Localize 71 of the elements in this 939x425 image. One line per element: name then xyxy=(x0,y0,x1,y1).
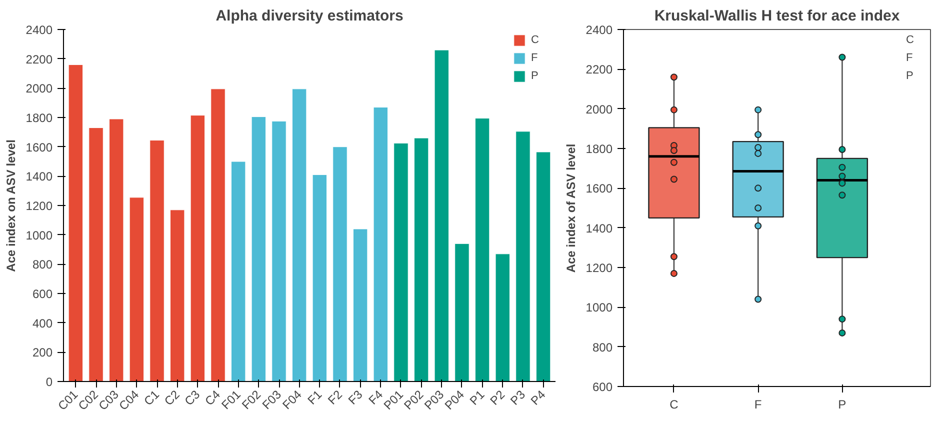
y-tick-label: 800 xyxy=(592,340,613,354)
y-tick-label: 600 xyxy=(592,380,613,394)
y-tick-label: 0 xyxy=(46,375,53,389)
y-tick-label: 1200 xyxy=(26,199,53,213)
bar xyxy=(516,131,530,382)
bar xyxy=(434,50,450,382)
bar xyxy=(292,88,307,382)
y-tick-label: 1600 xyxy=(586,182,613,196)
y-tick-label: 800 xyxy=(32,258,53,272)
bar xyxy=(150,140,164,382)
x-tick-label: P xyxy=(838,398,846,412)
bar xyxy=(414,138,429,382)
y-tick-label: 1400 xyxy=(586,221,613,236)
bar xyxy=(373,106,388,382)
y-tick-label: 2000 xyxy=(26,82,53,96)
chart-title: Alpha diversity estimators xyxy=(216,8,404,24)
x-tick-label: P3 xyxy=(508,387,528,408)
y-axis-title: Ace index on ASV level xyxy=(4,140,18,272)
y-tick-label: 1200 xyxy=(586,261,613,275)
y-tick-label: 1000 xyxy=(26,228,53,242)
bar xyxy=(495,254,510,382)
bar xyxy=(170,210,185,382)
bar xyxy=(251,116,266,382)
bar xyxy=(68,64,84,382)
y-tick-label: 1400 xyxy=(26,170,53,184)
y-tick-label: 2400 xyxy=(26,23,53,37)
bar xyxy=(190,115,206,382)
bar xyxy=(272,120,286,382)
x-tick-label: P1 xyxy=(466,387,488,408)
y-tick-label: 2200 xyxy=(586,62,613,77)
legend-label: F xyxy=(531,52,539,64)
bar xyxy=(312,174,328,382)
bar xyxy=(394,142,408,382)
bar xyxy=(210,88,226,382)
bar xyxy=(454,243,470,382)
y-tick-label: 400 xyxy=(32,316,53,330)
text: C xyxy=(906,34,914,46)
legend-label: C xyxy=(531,34,540,46)
x-tick-label: C2 xyxy=(162,387,183,408)
y-tick-label: 2200 xyxy=(26,52,53,66)
bar xyxy=(352,228,368,382)
x-tick-label: F1 xyxy=(304,387,325,408)
bar xyxy=(474,118,490,382)
chart-title: Kruskal-Wallis H test for ace index xyxy=(654,8,900,24)
text: F xyxy=(906,52,913,64)
bar xyxy=(108,118,124,382)
x-tick-label: F xyxy=(754,398,762,412)
x-tick-label: C xyxy=(670,398,679,412)
x-tick-label: C1 xyxy=(141,387,162,408)
bar xyxy=(129,197,144,382)
y-tick-label: 1800 xyxy=(586,142,613,156)
x-tick-label: P4 xyxy=(528,387,548,408)
bar xyxy=(230,161,246,382)
x-tick-label: F2 xyxy=(325,387,346,408)
x-tick-label: F04 xyxy=(280,387,305,412)
y-tick-label: 1000 xyxy=(586,300,613,315)
legend-label: P xyxy=(531,70,540,82)
y-tick-label: 1800 xyxy=(26,111,53,125)
x-tick-label: P2 xyxy=(487,387,508,408)
y-tick-label: 1600 xyxy=(26,140,53,154)
x-tick-label: F3 xyxy=(345,387,366,408)
bar xyxy=(88,128,104,382)
y-axis-title: Ace index of ASV level xyxy=(564,144,578,273)
bar xyxy=(332,146,348,382)
text: P xyxy=(906,70,914,82)
bar xyxy=(536,152,551,382)
x-tick-label: C3 xyxy=(182,387,203,408)
y-tick-label: 200 xyxy=(32,346,53,360)
y-tick-label: 2000 xyxy=(586,102,613,116)
y-tick-label: 2400 xyxy=(586,23,613,37)
y-tick-label: 600 xyxy=(32,287,53,301)
